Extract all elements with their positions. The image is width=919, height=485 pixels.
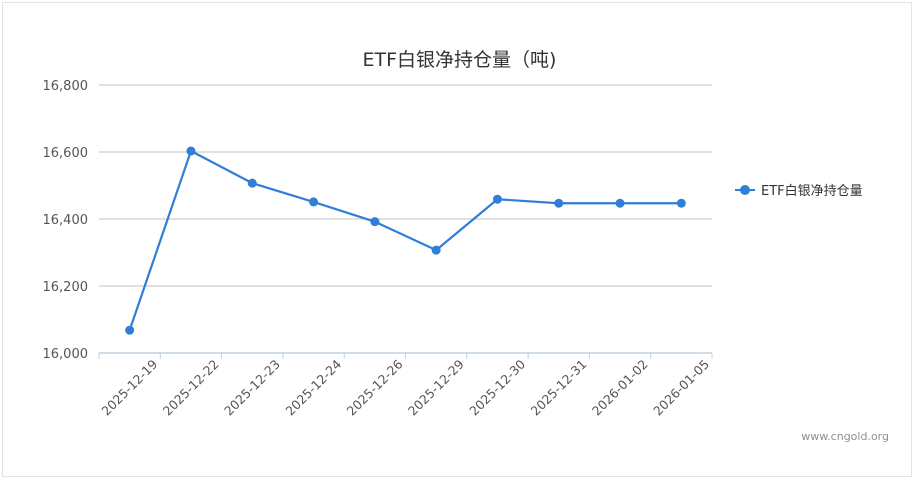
y-tick-label: 16,600 — [43, 146, 89, 161]
data-point[interactable] — [247, 178, 257, 188]
data-point[interactable] — [370, 217, 380, 227]
chart-frame — [2, 2, 912, 477]
x-tick-label: 2025-12-24 — [282, 356, 344, 418]
data-point[interactable] — [186, 146, 196, 156]
data-series — [125, 146, 686, 335]
data-point[interactable] — [676, 198, 686, 208]
y-axis: 16,000 16,200 16,400 16,600 16,800 — [43, 79, 89, 362]
legend-item[interactable]: ETF白银净持仓量 — [735, 180, 863, 199]
grid-lines — [99, 84, 712, 287]
x-tick-label: 2025-12-29 — [405, 356, 467, 418]
x-axis: 2025-12-19 2025-12-22 2025-12-23 2025-12-24… — [98, 352, 713, 419]
data-point[interactable] — [615, 198, 625, 208]
data-point[interactable] — [431, 245, 441, 255]
y-tick-label: 16,200 — [43, 280, 89, 295]
x-tick-label: 2025-12-22 — [160, 357, 222, 419]
chart-title: ETF白银净持仓量（吨) — [362, 49, 557, 71]
y-tick-label: 16,400 — [43, 213, 89, 228]
x-tick-label: 2025-12-23 — [221, 357, 283, 419]
legend-label: ETF白银净持仓量 — [761, 184, 863, 199]
data-point[interactable] — [309, 197, 319, 207]
series-line — [128, 149, 682, 331]
x-tick-label: 2026-01-02 — [589, 357, 651, 419]
credit-link[interactable]: www.cngold.org — [801, 430, 889, 443]
x-tick-label: 2025-12-31 — [528, 357, 590, 419]
data-point[interactable] — [554, 198, 564, 208]
x-tick-label: 2025-12-26 — [344, 356, 406, 418]
x-tick-label: 2025-12-30 — [466, 356, 528, 418]
data-point[interactable] — [492, 194, 502, 204]
y-tick-label: 16,800 — [43, 79, 89, 94]
legend-marker-icon — [735, 184, 755, 195]
data-point[interactable] — [125, 325, 135, 335]
x-tick-label: 2026-01-05 — [650, 357, 712, 419]
x-tick-label: 2025-12-19 — [98, 356, 160, 418]
y-tick-label: 16,000 — [43, 347, 89, 362]
